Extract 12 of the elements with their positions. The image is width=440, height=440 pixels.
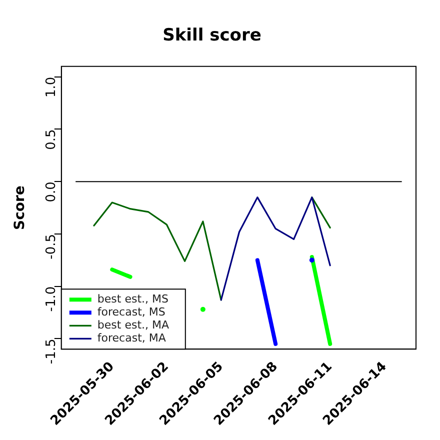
y-tick-label: 1.0 (44, 76, 59, 98)
legend-label: forecast, MA (97, 332, 166, 345)
y-tick-label: -1.0 (44, 286, 59, 312)
legend-label: forecast, MS (97, 306, 166, 319)
legend-label: best est., MS (97, 292, 168, 306)
y-tick-label: 0.0 (44, 182, 59, 202)
y-axis-title: Score (12, 186, 28, 230)
legend-label: best est., MA (97, 318, 170, 332)
y-tick-label: -0.5 (44, 234, 59, 260)
chart-title: Skill score (162, 26, 262, 46)
y-tick-label: 0.5 (44, 129, 59, 150)
y-tick-label: -1.5 (44, 338, 59, 364)
